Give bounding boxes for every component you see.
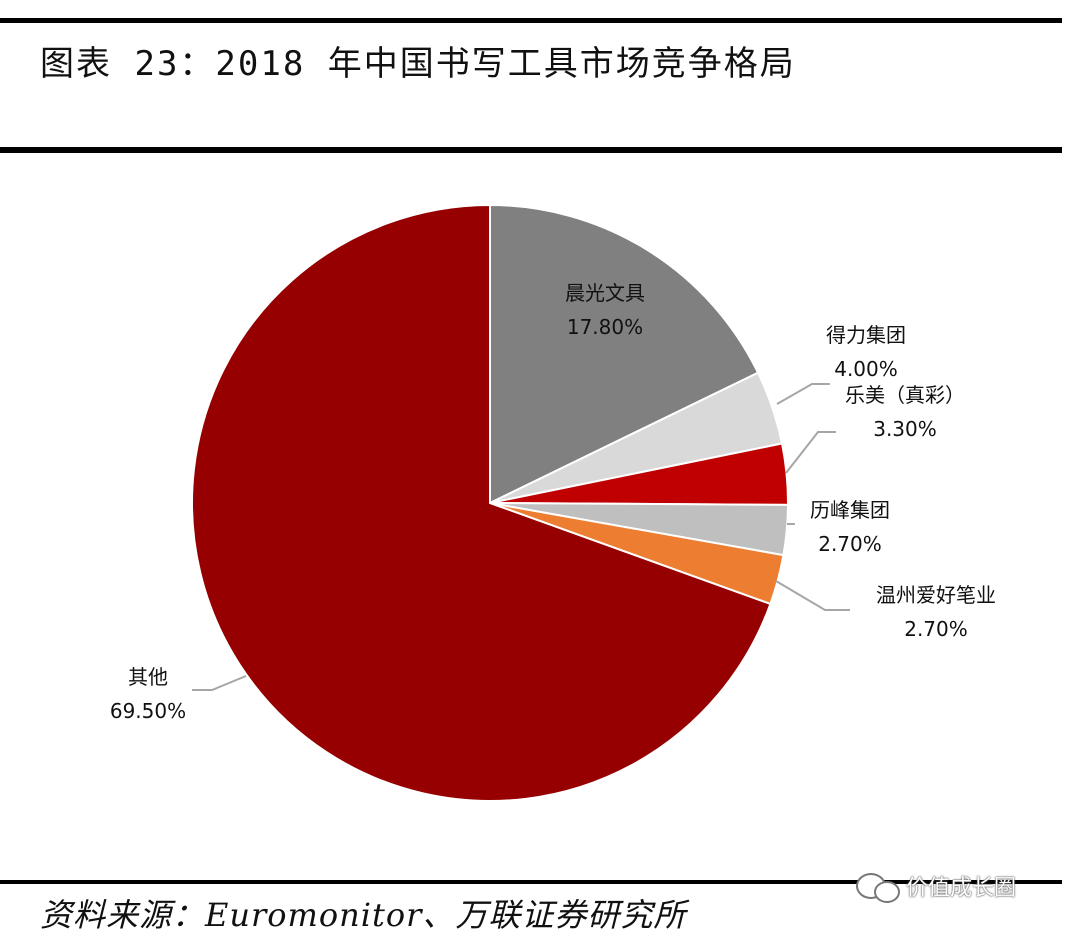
slice-value-label: 2.70%	[818, 532, 882, 556]
slice-value-label: 69.50%	[110, 699, 186, 723]
pie-slice	[489, 203, 760, 505]
wechat-icon	[856, 871, 900, 903]
slice-value-label: 3.30%	[873, 417, 937, 441]
footer-rule	[0, 880, 1062, 884]
leader-line	[192, 675, 247, 691]
slice-name-label: 晨光文具	[565, 281, 645, 305]
leader-line	[785, 431, 836, 474]
watermark-text: 价值成长圈	[906, 876, 1017, 901]
slice-value-label: 2.70%	[904, 617, 968, 641]
leader-line	[775, 580, 850, 611]
pie-slice	[191, 203, 772, 802]
slice-name-label: 得力集团	[826, 323, 906, 347]
slice-value-label: 4.00%	[834, 357, 898, 381]
slice-name-label: 乐美（真彩）	[845, 383, 965, 407]
source-note: 资料来源：Euromonitor、万联证券研究所	[40, 896, 687, 934]
watermark: 价值成长圈	[856, 870, 1017, 903]
top-rule	[0, 18, 1062, 23]
pie-chart: 晨光文具 17.80% 得力集团 4.00%乐美（真彩） 3.30% 历峰集团 2.70% 温…	[110, 203, 996, 802]
slice-value-label: 17.80%	[567, 315, 643, 339]
leader-line	[776, 383, 830, 405]
chart-title: 图表 23：2018 年中国书写工具市场竞争格局	[40, 44, 796, 84]
slice-name-label: 历峰集团	[810, 498, 890, 522]
header-rule	[0, 147, 1062, 153]
slice-name-label: 温州爱好笔业	[876, 583, 996, 607]
slice-name-label: 其他	[128, 665, 168, 689]
